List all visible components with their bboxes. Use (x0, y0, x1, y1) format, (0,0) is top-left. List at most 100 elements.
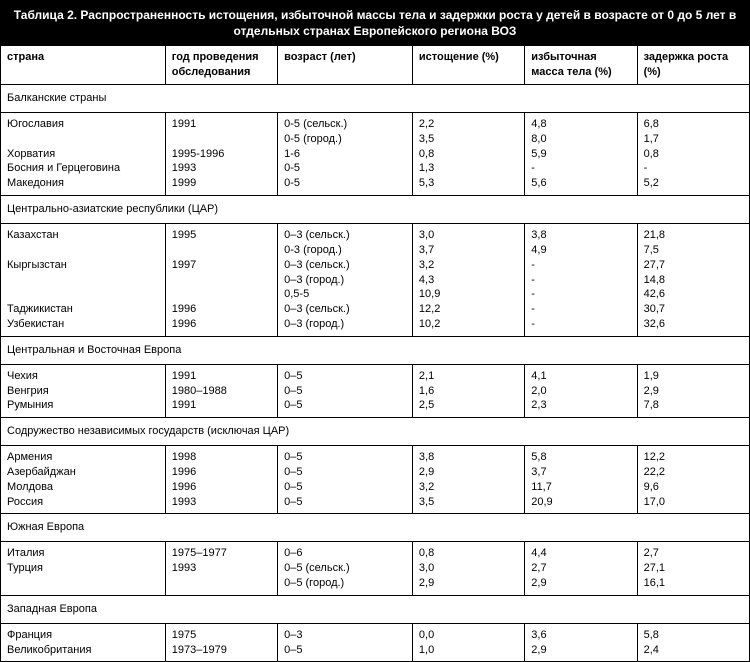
cell-age-line: 0–5 (284, 480, 406, 495)
cell-country-line: Македония (7, 176, 159, 191)
table-row: АрменияАзербайджанМолдоваРоссия199819961… (1, 446, 750, 514)
cell-year-line (172, 132, 271, 147)
table-row: ФранцияВеликобритания19751973–19790–30–5… (1, 623, 750, 662)
col-age: возраст (лет) (278, 46, 413, 85)
cell-age-line: 0-5 (сельск.) (284, 117, 406, 132)
cell-age: 0–50–50–50–5 (278, 446, 413, 514)
cell-wasting-line: 0,0 (419, 628, 518, 643)
cell-age-line: 0–3 (284, 628, 406, 643)
cell-stunting-line: 21,8 (644, 228, 743, 243)
cell-year-line (172, 576, 271, 591)
cell-wasting-line: 10,9 (419, 287, 518, 302)
cell-stunting-line: 9,6 (644, 480, 743, 495)
cell-age-line: 0–5 (город.) (284, 576, 406, 591)
cell-country-line: Армения (7, 450, 159, 465)
section-header: Балканские страны (1, 85, 750, 113)
cell-age-line: 0,5-5 (284, 287, 406, 302)
col-country: страна (1, 46, 166, 85)
cell-country-line: Югославия (7, 117, 159, 132)
cell-overweight-line: - (531, 258, 630, 273)
cell-country-line: Хорватия (7, 147, 159, 162)
cell-country-line: Таджикистан (7, 302, 159, 317)
cell-country-line: Франция (7, 628, 159, 643)
cell-overweight-line: - (531, 273, 630, 288)
cell-age: 0-5 (сельск.)0-5 (город.)1-60-50-5 (278, 112, 413, 195)
cell-year: 1991 1995-199619931999 (165, 112, 277, 195)
cell-stunting-line: 27,1 (644, 561, 743, 576)
col-wasting: истощение (%) (412, 46, 524, 85)
cell-wasting-line: 3,8 (419, 450, 518, 465)
cell-wasting-line: 3,0 (419, 561, 518, 576)
cell-age-line: 0–5 (284, 384, 406, 399)
cell-overweight-line: 2,9 (531, 643, 630, 658)
cell-age: 0–50–50–5 (278, 364, 413, 418)
cell-stunting-line: 30,7 (644, 302, 743, 317)
cell-country-line: Турция (7, 561, 159, 576)
cell-wasting: 3,03,73,24,310,912,210,2 (412, 223, 524, 336)
cell-overweight-line: 20,9 (531, 495, 630, 510)
cell-wasting-line: 2,1 (419, 369, 518, 384)
cell-age: 0–3 (сельск.)0-3 (город.)0–3 (сельск.)0–… (278, 223, 413, 336)
cell-country: Югославия ХорватияБосния и ГерцеговинаМа… (1, 112, 166, 195)
cell-overweight: 4,12,02,3 (525, 364, 637, 418)
cell-overweight-line: 4,9 (531, 243, 630, 258)
cell-age-line: 0–6 (284, 546, 406, 561)
cell-wasting-line: 4,3 (419, 273, 518, 288)
section-header: Центральная и Восточная Европа (1, 336, 750, 364)
cell-age: 0–60–5 (сельск.)0–5 (город.) (278, 542, 413, 596)
cell-year: 1995 1997 19961996 (165, 223, 277, 336)
cell-overweight-line: 11,7 (531, 480, 630, 495)
cell-year-line: 1997 (172, 258, 271, 273)
cell-country-line: Чехия (7, 369, 159, 384)
cell-stunting-line: 6,8 (644, 117, 743, 132)
cell-overweight-line: 3,8 (531, 228, 630, 243)
col-year: год проведения обследования (165, 46, 277, 85)
cell-overweight-line: - (531, 302, 630, 317)
table-row: ЧехияВенгрияРумыния19911980–198819910–50… (1, 364, 750, 418)
cell-overweight-line: - (531, 317, 630, 332)
cell-year: 19911980–19881991 (165, 364, 277, 418)
cell-year-line: 1975–1977 (172, 546, 271, 561)
cell-stunting-line: 2,7 (644, 546, 743, 561)
cell-country-line: Молдова (7, 480, 159, 495)
cell-year-line: 1996 (172, 465, 271, 480)
cell-country-line: Казахстан (7, 228, 159, 243)
cell-wasting-line: 0,8 (419, 546, 518, 561)
cell-year-line (172, 287, 271, 302)
cell-age-line: 0–5 (284, 398, 406, 413)
cell-stunting-line: 5,2 (644, 176, 743, 191)
col-stunting: задержка роста (%) (637, 46, 749, 85)
cell-country-line: Венгрия (7, 384, 159, 399)
cell-year-line: 1975 (172, 628, 271, 643)
table-row: Казахстан Кыргызстан ТаджикистанУзбекист… (1, 223, 750, 336)
cell-overweight-line: 3,7 (531, 465, 630, 480)
cell-stunting-line: 2,9 (644, 384, 743, 399)
cell-overweight-line: 2,7 (531, 561, 630, 576)
cell-stunting-line: 5,8 (644, 628, 743, 643)
cell-year-line: 1995-1996 (172, 147, 271, 162)
cell-year-line: 1993 (172, 161, 271, 176)
cell-stunting-line: 42,6 (644, 287, 743, 302)
cell-wasting-line: 3,7 (419, 243, 518, 258)
cell-wasting-line: 1,0 (419, 643, 518, 658)
cell-country-line: Кыргызстан (7, 258, 159, 273)
cell-overweight-line: 4,4 (531, 546, 630, 561)
cell-overweight-line: 5,6 (531, 176, 630, 191)
cell-wasting-line: 2,5 (419, 398, 518, 413)
cell-stunting-line: 0,8 (644, 147, 743, 162)
cell-age-line: 0–5 (284, 495, 406, 510)
cell-age-line: 0–3 (сельск.) (284, 258, 406, 273)
cell-stunting-line: 7,5 (644, 243, 743, 258)
cell-stunting: 21,87,527,714,842,630,732,6 (637, 223, 749, 336)
cell-year-line: 1991 (172, 369, 271, 384)
cell-age-line: 0-5 (284, 176, 406, 191)
table-row: ИталияТурция 1975–19771993 0–60–5 (сельс… (1, 542, 750, 596)
cell-year-line: 1996 (172, 317, 271, 332)
cell-stunting: 5,82,4 (637, 623, 749, 662)
cell-stunting-line: 12,2 (644, 450, 743, 465)
cell-stunting-line: 14,8 (644, 273, 743, 288)
cell-country-line: Великобритания (7, 643, 159, 658)
cell-stunting: 12,222,29,617,0 (637, 446, 749, 514)
section-header: Центрально-азиатские республики (ЦАР) (1, 196, 750, 224)
cell-stunting-line: 27,7 (644, 258, 743, 273)
